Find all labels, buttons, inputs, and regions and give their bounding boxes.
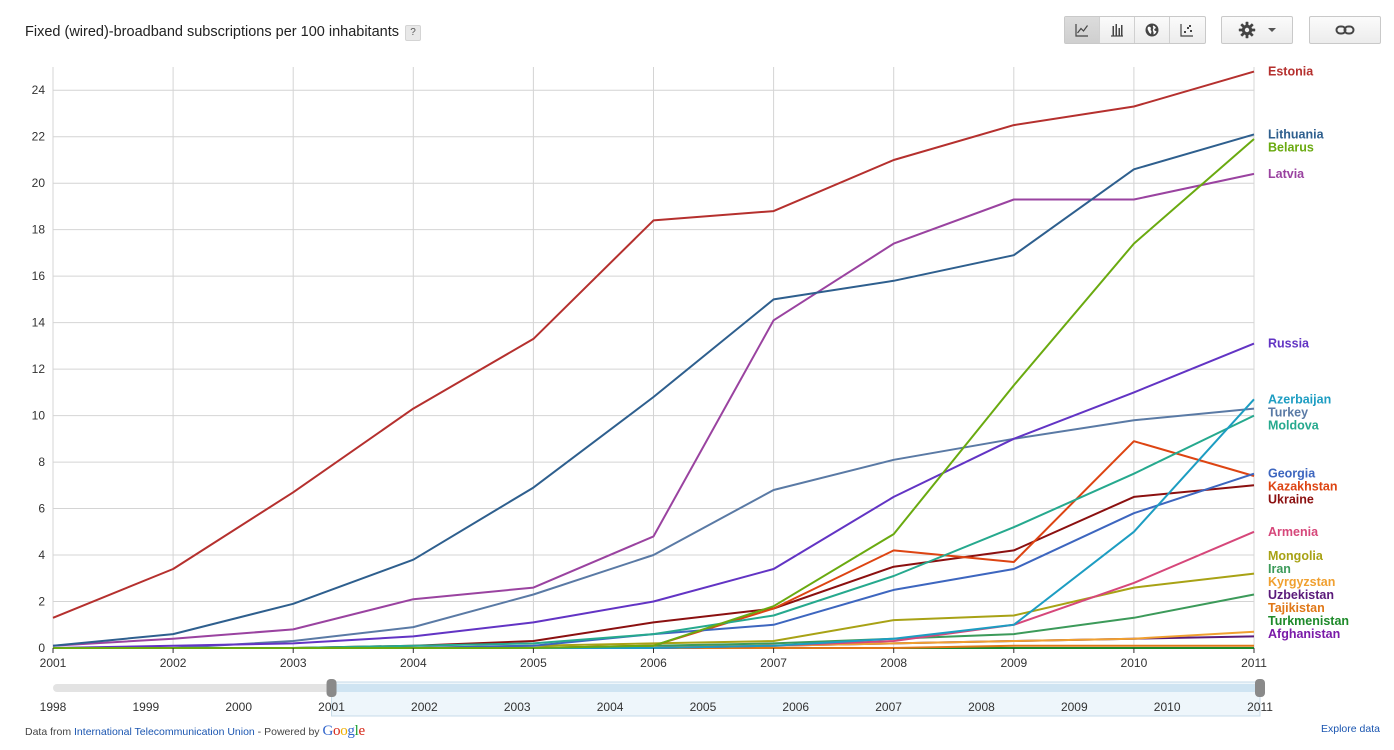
- timeline-end-handle[interactable]: [1255, 679, 1265, 697]
- timeline-year-label: 2006: [782, 700, 809, 714]
- y-tick-label: 24: [32, 83, 46, 97]
- chart-type-switcher: [1064, 16, 1206, 44]
- y-tick-label: 4: [38, 548, 45, 562]
- footer-prefix: Data from: [25, 726, 75, 738]
- y-tick-label: 12: [32, 362, 46, 376]
- y-tick-label: 18: [32, 223, 46, 237]
- powered-by-text: - Powered by: [254, 726, 323, 738]
- help-icon[interactable]: ?: [404, 25, 421, 41]
- legend-label-russia[interactable]: Russia: [1268, 337, 1310, 351]
- chart-title-text: Fixed (wired)-broadband subscriptions pe…: [25, 24, 399, 40]
- explore-data-link[interactable]: Explore data: [1321, 723, 1380, 735]
- x-tick-label: 2002: [160, 656, 187, 670]
- link-button[interactable]: [1309, 16, 1381, 44]
- x-tick-label: 2011: [1241, 656, 1267, 670]
- gear-icon: [1238, 21, 1256, 39]
- x-tick-label: 2005: [520, 656, 547, 670]
- series-line-lithuania[interactable]: [52, 133, 1255, 647]
- grid: [52, 67, 1255, 649]
- x-tick-label: 2010: [1121, 656, 1148, 670]
- chart-title: Fixed (wired)-broadband subscriptions pe…: [25, 24, 421, 41]
- legend-label-kazakhstan[interactable]: Kazakhstan: [1268, 480, 1337, 494]
- timeline-year-label: 2008: [968, 700, 995, 714]
- series-line-estonia[interactable]: [52, 70, 1255, 619]
- legend-label-mongolia[interactable]: Mongolia: [1268, 549, 1324, 563]
- legend-label-estonia[interactable]: Estonia: [1268, 65, 1314, 79]
- legend-label-kyrgyzstan[interactable]: Kyrgyzstan: [1268, 575, 1335, 589]
- globe-map-icon[interactable]: [1135, 17, 1170, 43]
- footer-attribution: Data from International Telecommunicatio…: [25, 723, 365, 740]
- timeline-year-label: 2007: [875, 700, 902, 714]
- google-logo: Google: [322, 723, 365, 739]
- timeline-year-label: 2011: [1247, 700, 1273, 714]
- x-tick-label: 2003: [280, 656, 307, 670]
- timeline-year-label: 2003: [504, 700, 531, 714]
- legend-label-armenia[interactable]: Armenia: [1268, 525, 1319, 539]
- legend-label-latvia[interactable]: Latvia: [1268, 167, 1305, 181]
- series-line-belarus[interactable]: [53, 138, 1255, 649]
- x-tick-label: 2006: [640, 656, 667, 670]
- timeline-year-label: 2000: [225, 700, 252, 714]
- timeline-slider[interactable]: 1998 1999 2000 2001 2002 2003 2004 2005 2006 2007…: [40, 679, 1274, 717]
- chevron-down-icon: [1268, 28, 1276, 32]
- series-line-latvia[interactable]: [52, 172, 1255, 647]
- y-tick-label: 16: [32, 269, 46, 283]
- legend-label-belarus[interactable]: Belarus: [1268, 140, 1314, 154]
- scatter-chart-icon[interactable]: [1170, 17, 1205, 43]
- source-link[interactable]: International Telecommunication Union: [74, 726, 255, 738]
- legend-label-lithuania[interactable]: Lithuania: [1268, 127, 1325, 141]
- timeline-year-label: 2004: [597, 700, 624, 714]
- x-tick-label: 2009: [1000, 656, 1027, 670]
- bar-chart-icon[interactable]: [1100, 17, 1135, 43]
- timeline-year-label: 2009: [1061, 700, 1088, 714]
- legend-label-uzbekistan[interactable]: Uzbekistan: [1268, 588, 1334, 602]
- line-chart-icon[interactable]: [1065, 17, 1100, 43]
- y-tick-label: 20: [32, 176, 46, 190]
- x-tick-label: 2008: [880, 656, 907, 670]
- legend-label-iran[interactable]: Iran: [1268, 562, 1291, 576]
- settings-button[interactable]: [1221, 16, 1293, 44]
- legend-label-moldova[interactable]: Moldova: [1268, 418, 1320, 432]
- timeline-start-handle[interactable]: [326, 679, 337, 697]
- series-line-russia[interactable]: [52, 342, 1255, 649]
- legend-label-turkmenistan[interactable]: Turkmenistan: [1268, 614, 1349, 628]
- legend-label-afghanistan[interactable]: Afghanistan: [1268, 627, 1340, 641]
- legend-label-georgia[interactable]: Georgia: [1268, 467, 1316, 481]
- legend-label-azerbaijan[interactable]: Azerbaijan: [1268, 392, 1331, 406]
- x-tick-label: 2001: [40, 656, 67, 670]
- y-tick-label: 2: [38, 595, 45, 609]
- legend-label-ukraine[interactable]: Ukraine: [1268, 493, 1314, 507]
- timeline-year-label: 1999: [132, 700, 159, 714]
- y-tick-label: 8: [38, 455, 45, 469]
- x-tick-label: 2007: [760, 656, 787, 670]
- timeline-selection-bar: [331, 684, 1260, 692]
- timeline-year-label: 2010: [1154, 700, 1181, 714]
- x-tick-label: 2004: [400, 656, 427, 670]
- y-tick-label: 22: [32, 130, 46, 144]
- legend-label-tajikistan[interactable]: Tajikistan: [1268, 601, 1325, 615]
- y-tick-label: 10: [32, 409, 46, 423]
- y-tick-label: 14: [32, 316, 46, 330]
- timeline-year-label: 2002: [411, 700, 438, 714]
- y-tick-label: 0: [38, 641, 45, 655]
- y-tick-label: 6: [38, 502, 45, 516]
- timeline-year-label: 2005: [690, 700, 717, 714]
- legend-label-turkey[interactable]: Turkey: [1268, 405, 1308, 419]
- timeline-year-label: 1998: [40, 700, 67, 714]
- timeline-year-label: 2001: [318, 700, 345, 714]
- link-icon: [1335, 25, 1355, 35]
